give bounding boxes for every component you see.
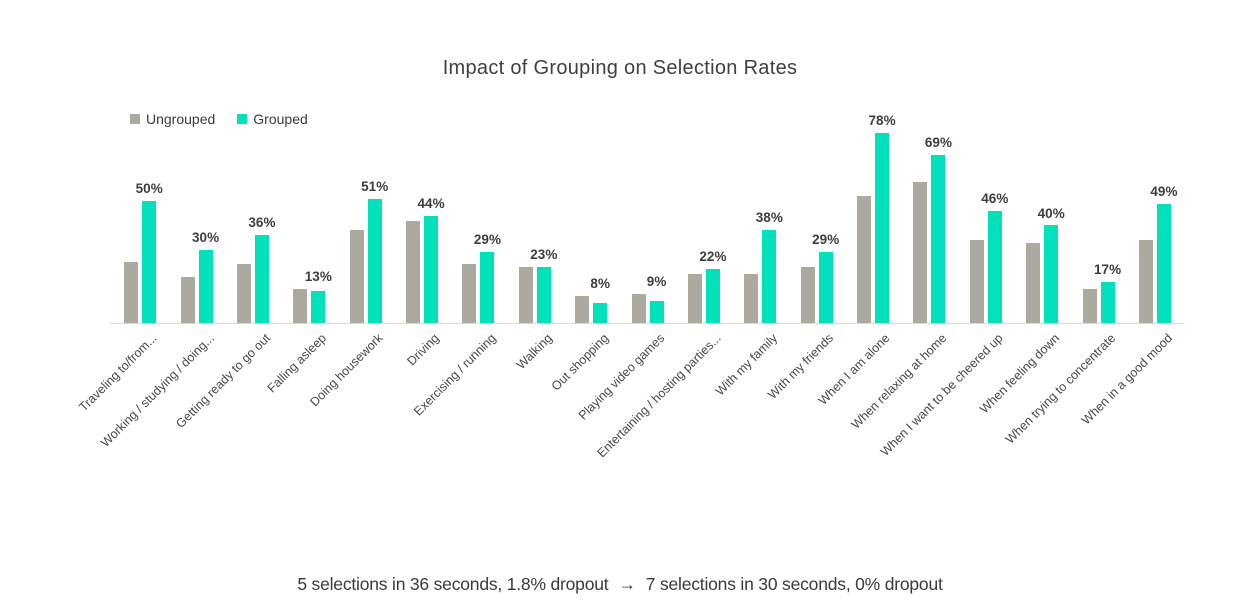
ungrouped-bar (236, 264, 251, 323)
footer-annotation: 5 selections in 36 seconds, 1.8% dropout… (0, 574, 1240, 595)
grouped-value-label: 22% (699, 249, 727, 265)
ungrouped-bar (631, 294, 646, 323)
grouped-value-label: 17% (1094, 261, 1122, 277)
grouped-bar (254, 235, 269, 323)
bar-group: 69% (901, 128, 957, 323)
ungrouped-bar (124, 262, 139, 323)
ungrouped-bar (349, 230, 364, 323)
grouped-bar (1100, 282, 1115, 323)
ungrouped-bar (1026, 243, 1041, 323)
grouped-value-label: 29% (473, 232, 501, 248)
grouped-value-label: 38% (755, 210, 783, 226)
bar-group: 8% (563, 128, 619, 323)
x-axis-label: When trying to concentrate (1002, 331, 1119, 447)
grouped-bar (1044, 225, 1059, 323)
grouped-bar (480, 252, 495, 323)
grouped-swatch-icon (237, 114, 248, 124)
ungrouped-bar (1082, 289, 1097, 323)
grouped-value-label: 8% (590, 276, 610, 292)
grouped-value-label: 23% (530, 246, 558, 262)
bar-group: 29% (789, 128, 845, 323)
plot-area: 50% 30% 36% 13% 51% 44% 29% 23% 8% 9% 22% 38% 29% 78%… (112, 113, 1183, 323)
legend-item-grouped: Grouped (237, 111, 308, 127)
footer-after-text: 7 selections in 30 seconds, 0% dropout (645, 574, 943, 594)
bar-group: 9% (619, 128, 675, 323)
bar-group: 44% (394, 128, 450, 323)
x-axis-label: Out shopping (548, 331, 612, 394)
bar-group: 23% (507, 128, 563, 323)
x-axis-label: Driving (404, 331, 442, 369)
grouped-bar (705, 269, 720, 323)
grouped-bar (762, 230, 777, 323)
bar-group: 40% (1014, 128, 1070, 323)
grouped-bar (931, 155, 946, 323)
grouped-bar (198, 250, 213, 323)
grouped-value-label: 30% (192, 229, 220, 245)
bar-group: 49% (1127, 128, 1183, 323)
ungrouped-bar (1138, 240, 1153, 323)
grouped-value-label: 51% (361, 178, 389, 194)
bar-group: 38% (732, 128, 788, 323)
bar-group: 29% (450, 128, 506, 323)
bar-group: 13% (281, 128, 337, 323)
grouped-value-label: 69% (924, 134, 952, 150)
legend: Ungrouped Grouped (130, 111, 308, 127)
ungrouped-bar (575, 296, 590, 323)
x-axis-label: Working / studying / doing... (97, 331, 217, 450)
x-axis-label: Walking (513, 331, 555, 373)
grouped-value-label: 36% (248, 215, 276, 231)
grouped-bar (987, 211, 1002, 323)
ungrouped-bar (462, 264, 477, 323)
bar-group: 17% (1070, 128, 1126, 323)
ungrouped-bar (687, 274, 702, 323)
grouped-bar (593, 303, 608, 323)
bar-group: 51% (338, 128, 394, 323)
ungrouped-bar (180, 277, 195, 323)
grouped-bar (536, 267, 551, 323)
grouped-value-label: 46% (981, 190, 1009, 206)
grouped-bar (875, 133, 890, 323)
chart-title: Impact of Grouping on Selection Rates (442, 57, 798, 79)
ungrouped-bar (518, 267, 533, 323)
bar-group: 30% (168, 128, 224, 323)
ungrouped-bar (913, 182, 928, 323)
grouped-bar (311, 291, 326, 323)
legend-label-ungrouped: Ungrouped (146, 111, 216, 127)
grouped-value-label: 29% (812, 232, 840, 248)
grouped-bar (424, 216, 439, 323)
right-arrow-icon: → (618, 574, 636, 594)
x-axis-label: Getting ready to go out (172, 331, 273, 431)
grouped-bar (367, 199, 382, 323)
legend-item-ungrouped: Ungrouped (130, 111, 215, 127)
grouped-value-label: 50% (135, 181, 163, 197)
legend-label-grouped: Grouped (253, 111, 308, 127)
grouped-bar (818, 252, 833, 323)
grouped-value-label: 78% (868, 112, 896, 128)
ungrouped-swatch-icon (130, 114, 140, 124)
grouped-bar (142, 201, 157, 323)
grouped-value-label: 13% (304, 268, 332, 284)
bar-group: 46% (958, 128, 1014, 323)
bar-group: 36% (225, 128, 281, 323)
ungrouped-bar (744, 274, 759, 323)
ungrouped-bar (969, 240, 984, 323)
ungrouped-bar (800, 267, 815, 323)
bar-group: 22% (676, 128, 732, 323)
ungrouped-bar (406, 221, 421, 323)
footer-before-text: 5 selections in 36 seconds, 1.8% dropout (297, 574, 609, 594)
grouped-bar (649, 301, 664, 323)
grouped-bar (1156, 204, 1171, 323)
grouped-value-label: 40% (1037, 205, 1065, 221)
x-axis-line (110, 323, 1183, 324)
grouped-value-label: 9% (646, 273, 667, 289)
x-axis-label: Entertaining / hosting parties... (594, 331, 724, 461)
bar-group: 50% (112, 128, 168, 323)
ungrouped-bar (293, 289, 308, 323)
bar-group: 78% (845, 113, 901, 323)
grouped-value-label: 49% (1150, 183, 1178, 199)
x-axis-label: When relaxing at home (848, 331, 950, 432)
grouped-value-label: 44% (417, 195, 445, 211)
ungrouped-bar (857, 196, 872, 323)
